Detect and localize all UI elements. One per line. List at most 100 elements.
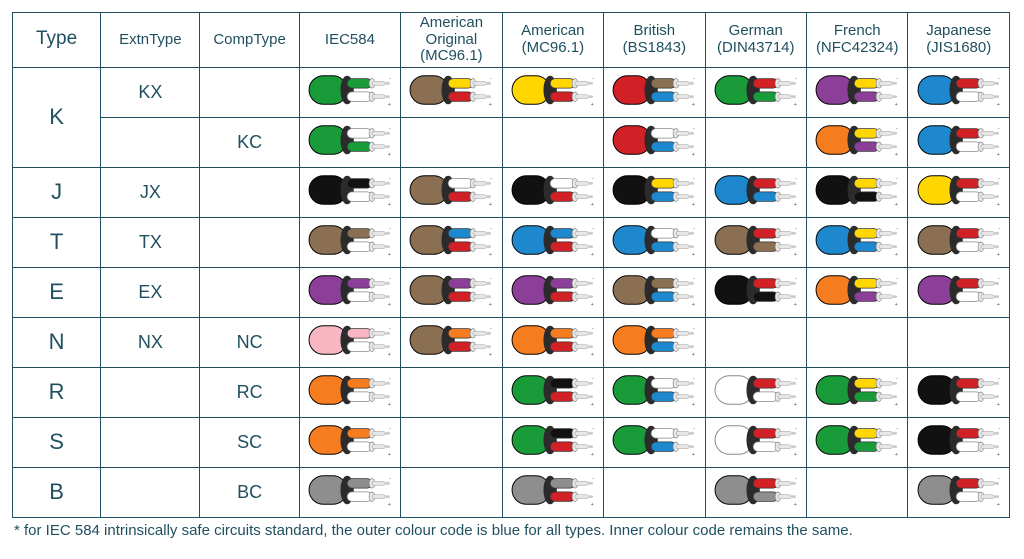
cable-cell-japanese: - + — [908, 267, 1010, 317]
svg-text:+: + — [895, 202, 899, 208]
cable-icon: - + — [916, 220, 1002, 260]
svg-text:+: + — [590, 502, 594, 508]
svg-text:-: - — [592, 275, 594, 281]
svg-text:+: + — [388, 502, 392, 508]
cable-icon: - + — [307, 170, 393, 210]
comp-cell — [200, 217, 299, 267]
svg-text:+: + — [489, 202, 493, 208]
cable-cell-japanese: - + — [908, 67, 1010, 117]
cable-icon: - + — [408, 270, 494, 310]
svg-text:+: + — [996, 402, 1000, 408]
svg-text:+: + — [996, 252, 1000, 258]
svg-text:-: - — [998, 125, 1000, 131]
cable-icon: - + — [916, 420, 1002, 460]
svg-text:-: - — [592, 375, 594, 381]
cable-cell-american_orig — [401, 467, 502, 517]
svg-text:-: - — [896, 275, 898, 281]
svg-text:+: + — [388, 152, 392, 158]
cable-icon: - + — [611, 320, 697, 360]
cable-cell-german: - + — [705, 217, 806, 267]
extn-cell: EX — [101, 267, 200, 317]
cable-icon: - + — [916, 270, 1002, 310]
table-row: RRC - + - + - + - + — [13, 367, 1010, 417]
col-header-iec584: IEC584 — [299, 13, 400, 68]
col-header-british: British(BS1843) — [604, 13, 705, 68]
extn-cell — [101, 417, 200, 467]
cable-icon: - + — [916, 70, 1002, 110]
cable-cell-american_orig: - + — [401, 167, 502, 217]
cable-cell-american_orig: - + — [401, 267, 502, 317]
svg-text:-: - — [389, 475, 391, 481]
table-row: TTX - + - + - + - + — [13, 217, 1010, 267]
cable-icon: - + — [916, 170, 1002, 210]
cable-icon: - + — [408, 320, 494, 360]
svg-text:-: - — [693, 175, 695, 181]
svg-text:+: + — [692, 452, 696, 458]
cable-cell-iec584: - + — [299, 317, 400, 367]
svg-text:-: - — [795, 225, 797, 231]
svg-text:-: - — [795, 425, 797, 431]
svg-text:-: - — [389, 325, 391, 331]
svg-text:+: + — [895, 302, 899, 308]
svg-text:-: - — [592, 175, 594, 181]
svg-text:+: + — [895, 152, 899, 158]
cable-cell-american: - + — [502, 267, 603, 317]
svg-text:+: + — [793, 202, 797, 208]
cable-cell-american_orig: - + — [401, 317, 502, 367]
svg-text:+: + — [388, 402, 392, 408]
extn-cell — [101, 117, 200, 167]
cable-icon: - + — [713, 270, 799, 310]
col-header-french: French(NFC42324) — [806, 13, 907, 68]
cable-cell-iec584: - + — [299, 267, 400, 317]
svg-text:-: - — [490, 325, 492, 331]
cable-cell-german — [705, 317, 806, 367]
type-cell-N: N — [13, 317, 101, 367]
svg-text:+: + — [895, 102, 899, 108]
cable-cell-american: - + — [502, 467, 603, 517]
table-row: BBC - + - + - + - + — [13, 467, 1010, 517]
cable-icon: - + — [510, 370, 596, 410]
cable-icon: - + — [408, 170, 494, 210]
svg-text:-: - — [896, 75, 898, 81]
svg-text:+: + — [388, 202, 392, 208]
cable-icon: - + — [814, 370, 900, 410]
svg-text:-: - — [490, 275, 492, 281]
cable-icon: - + — [611, 70, 697, 110]
svg-text:-: - — [896, 225, 898, 231]
cable-cell-american_orig: - + — [401, 67, 502, 117]
svg-text:-: - — [389, 225, 391, 231]
svg-text:-: - — [693, 325, 695, 331]
svg-text:+: + — [590, 352, 594, 358]
svg-text:-: - — [998, 175, 1000, 181]
cable-cell-french: - + — [806, 417, 907, 467]
svg-text:-: - — [795, 175, 797, 181]
svg-text:-: - — [389, 275, 391, 281]
cable-icon: - + — [814, 270, 900, 310]
svg-text:+: + — [489, 352, 493, 358]
cable-cell-british: - + — [604, 317, 705, 367]
svg-text:+: + — [793, 402, 797, 408]
cable-icon: - + — [611, 170, 697, 210]
svg-text:+: + — [793, 252, 797, 258]
svg-text:+: + — [692, 252, 696, 258]
svg-text:+: + — [793, 302, 797, 308]
type-cell-T: T — [13, 217, 101, 267]
svg-text:-: - — [896, 125, 898, 131]
table-row: NNXNC - + - + - + - + — [13, 317, 1010, 367]
table-row: SSC - + - + - + - + — [13, 417, 1010, 467]
table-header-row: TypeExtnTypeCompTypeIEC584AmericanOrigin… — [13, 13, 1010, 68]
svg-text:+: + — [996, 102, 1000, 108]
cable-cell-french — [806, 467, 907, 517]
svg-text:+: + — [489, 102, 493, 108]
cable-cell-british: - + — [604, 267, 705, 317]
type-cell-S: S — [13, 417, 101, 467]
type-cell-R: R — [13, 367, 101, 417]
cable-icon: - + — [713, 170, 799, 210]
cable-icon: - + — [814, 170, 900, 210]
cable-cell-french: - + — [806, 67, 907, 117]
cable-cell-american: - + — [502, 67, 603, 117]
svg-text:-: - — [896, 425, 898, 431]
cable-cell-american_orig — [401, 367, 502, 417]
type-cell-K: K — [13, 67, 101, 167]
cable-cell-american_orig — [401, 417, 502, 467]
